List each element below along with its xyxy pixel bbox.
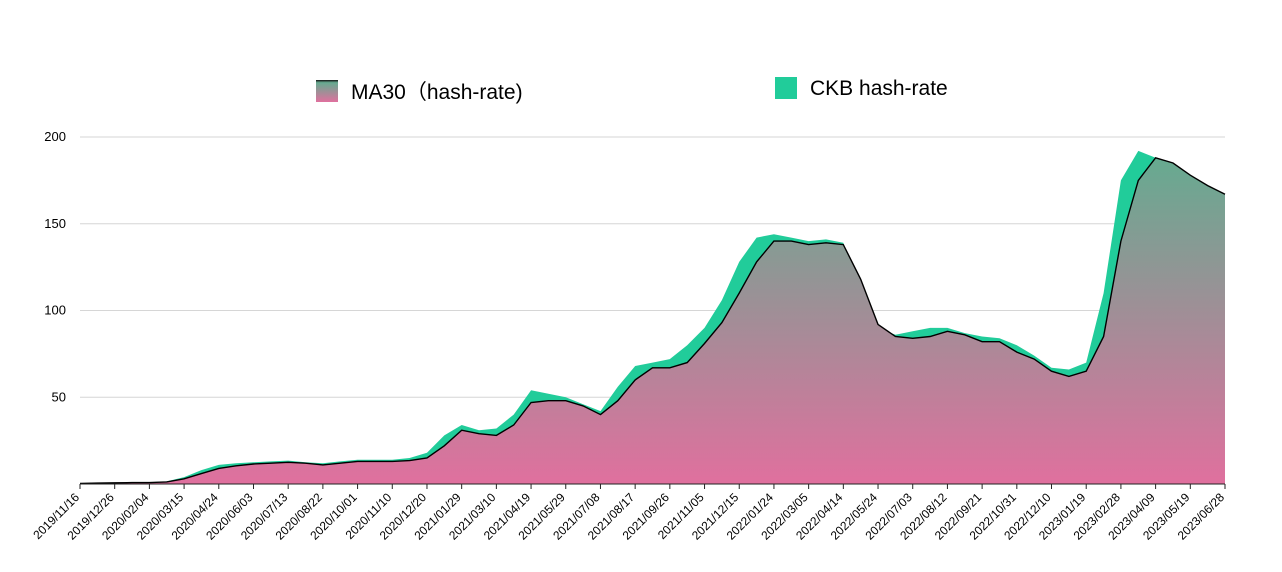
legend-swatch-ckb-hash-rate bbox=[775, 77, 797, 99]
legend-label-ckb-hash-rate: CKB hash-rate bbox=[810, 77, 948, 100]
legend-item-ma30[interactable]: MA30（hash-rate) bbox=[316, 80, 523, 104]
gridlines bbox=[80, 136, 1225, 398]
legend: MA30（hash-rate) CKB hash-rate bbox=[316, 77, 948, 104]
line-ma30 bbox=[79, 156, 1226, 485]
y-axis: 50 100 150 200 bbox=[44, 129, 66, 404]
plot-areas bbox=[79, 150, 1226, 485]
legend-swatch-ma30 bbox=[316, 80, 338, 102]
area-ma30 bbox=[80, 157, 1225, 485]
y-tick-label: 200 bbox=[44, 129, 66, 144]
x-axis: 2019/11/162019/12/262020/02/042020/03/15… bbox=[30, 483, 1227, 543]
y-tick-label: 50 bbox=[52, 389, 66, 404]
legend-label-ma30: MA30（hash-rate) bbox=[351, 81, 523, 104]
y-tick-label: 150 bbox=[44, 216, 66, 231]
legend-item-ckb-hash-rate[interactable]: CKB hash-rate bbox=[775, 77, 948, 100]
y-tick-label: 100 bbox=[44, 303, 66, 318]
